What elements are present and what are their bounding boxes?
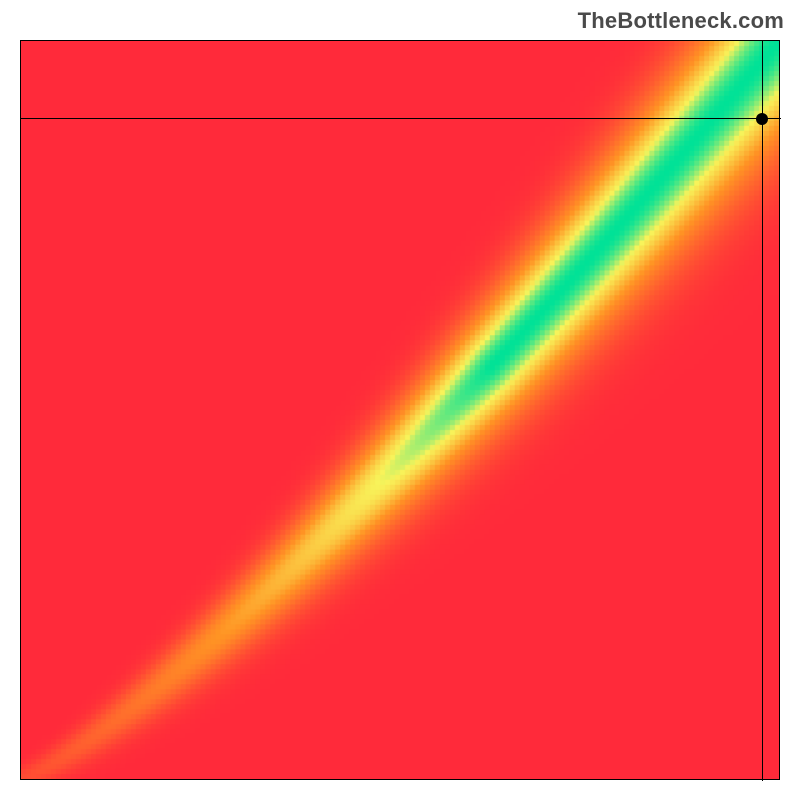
heatmap-plot <box>20 40 780 780</box>
heatmap-canvas <box>21 41 779 779</box>
watermark-text: TheBottleneck.com <box>578 8 784 34</box>
chart-container: TheBottleneck.com <box>0 0 800 800</box>
